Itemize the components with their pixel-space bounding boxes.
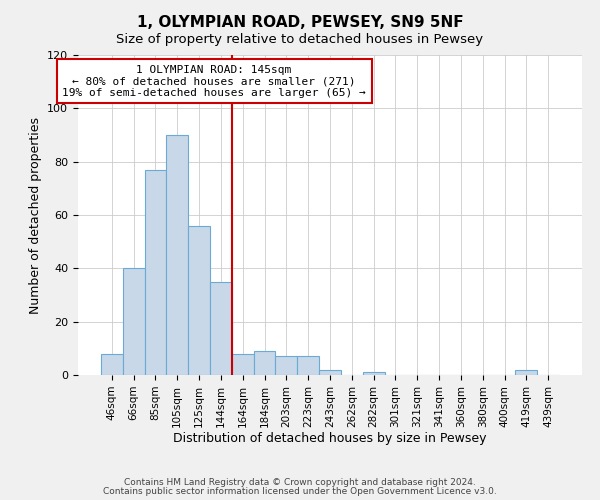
Text: Contains public sector information licensed under the Open Government Licence v3: Contains public sector information licen… — [103, 487, 497, 496]
Text: Size of property relative to detached houses in Pewsey: Size of property relative to detached ho… — [116, 32, 484, 46]
Bar — [101, 354, 123, 375]
Text: Contains HM Land Registry data © Crown copyright and database right 2024.: Contains HM Land Registry data © Crown c… — [124, 478, 476, 487]
X-axis label: Distribution of detached houses by size in Pewsey: Distribution of detached houses by size … — [173, 432, 487, 446]
Bar — [232, 354, 254, 375]
Bar — [188, 226, 210, 375]
Bar — [275, 356, 297, 375]
Bar — [254, 351, 275, 375]
Bar — [210, 282, 232, 375]
Bar — [363, 372, 385, 375]
Text: 1, OLYMPIAN ROAD, PEWSEY, SN9 5NF: 1, OLYMPIAN ROAD, PEWSEY, SN9 5NF — [137, 15, 463, 30]
Bar — [515, 370, 537, 375]
Bar — [145, 170, 166, 375]
Bar — [123, 268, 145, 375]
Bar — [166, 135, 188, 375]
Y-axis label: Number of detached properties: Number of detached properties — [29, 116, 41, 314]
Bar — [319, 370, 341, 375]
Text: 1 OLYMPIAN ROAD: 145sqm
← 80% of detached houses are smaller (271)
19% of semi-d: 1 OLYMPIAN ROAD: 145sqm ← 80% of detache… — [62, 64, 366, 98]
Bar — [297, 356, 319, 375]
